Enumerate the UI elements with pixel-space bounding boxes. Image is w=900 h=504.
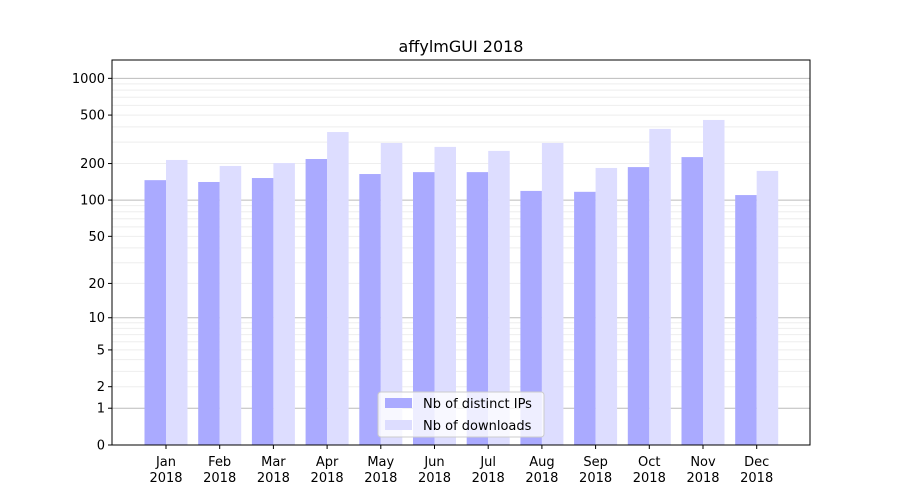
y-tick-label: 1	[97, 402, 105, 417]
bar-ips	[413, 172, 435, 445]
x-tick-label: Jul	[479, 455, 496, 470]
y-tick-label: 200	[80, 157, 105, 172]
x-tick-label: Feb	[208, 455, 231, 470]
bar-ips	[251, 178, 274, 445]
x-tick-label: Oct	[638, 455, 660, 470]
y-tick-label: 500	[80, 109, 105, 124]
x-axis: Jan2018Feb2018Mar2018Apr2018May2018Jun20…	[149, 445, 773, 486]
x-tick-label: 2018	[579, 471, 612, 486]
bar-downloads	[756, 170, 779, 445]
x-tick-label: 2018	[149, 471, 182, 486]
bar-ips	[681, 157, 703, 446]
x-tick-label: 2018	[203, 471, 236, 486]
x-tick-label: 2018	[472, 471, 505, 486]
bar-downloads	[219, 165, 242, 445]
x-tick-label: 2018	[257, 471, 290, 486]
x-tick-label: Nov	[690, 455, 716, 470]
legend-box	[377, 391, 545, 438]
y-tick-label: 0	[97, 439, 105, 454]
bar-ips	[305, 158, 328, 445]
bar-downloads	[649, 128, 671, 445]
bar-downloads	[488, 150, 510, 446]
bars	[144, 119, 779, 446]
x-tick-label: 2018	[311, 471, 344, 486]
y-tick-label: 1000	[72, 72, 105, 87]
x-tick-label: Mar	[261, 455, 286, 470]
bar-downloads	[703, 119, 725, 445]
x-tick-label: Jan	[155, 455, 176, 470]
legend: Nb of distinct IPs Nb of downloads	[377, 391, 545, 438]
y-tick-label: 50	[88, 230, 105, 245]
bar-downloads	[541, 143, 564, 445]
legend-swatch-downloads	[385, 420, 412, 430]
legend-label-downloads: Nb of downloads	[423, 419, 532, 434]
x-tick-label: 2018	[633, 471, 666, 486]
y-axis: 0 1 2 5 10 20 50 100 200 500 1000	[72, 72, 112, 454]
bar-ips	[520, 190, 542, 445]
x-tick-label: Dec	[744, 455, 769, 470]
bar-ips	[144, 180, 166, 446]
x-tick-label: May	[367, 455, 394, 470]
y-tick-label: 5	[97, 343, 105, 358]
bar-ips	[627, 167, 650, 446]
bar-downloads	[595, 167, 618, 446]
bar-downloads	[166, 159, 188, 445]
bar-ips	[359, 174, 381, 445]
bar-downloads	[327, 132, 349, 445]
y-tick-label: 2	[97, 380, 105, 395]
x-tick-label: 2018	[525, 471, 558, 486]
x-tick-label: Sep	[583, 455, 608, 470]
bar-ips	[735, 195, 757, 445]
legend-swatch-ips	[385, 398, 412, 408]
bar-downloads	[380, 143, 403, 445]
x-tick-label: 2018	[686, 471, 719, 486]
bar-ips	[466, 172, 489, 445]
legend-label-ips: Nb of distinct IPs	[423, 397, 532, 412]
bar-downloads	[434, 146, 456, 445]
x-tick-label: 2018	[364, 471, 397, 486]
bar-ips	[574, 191, 596, 445]
x-tick-label: 2018	[418, 471, 451, 486]
x-tick-label: Aug	[529, 455, 554, 470]
bar-downloads	[273, 163, 295, 445]
y-tick-label: 100	[80, 194, 105, 209]
chart-title: affylmGUI 2018	[399, 37, 524, 56]
axes-frame	[111, 59, 811, 446]
x-tick-label: 2018	[740, 471, 773, 486]
bar-ips	[198, 181, 220, 446]
y-tick-label: 20	[88, 277, 105, 292]
x-tick-label: Apr	[316, 455, 339, 470]
x-tick-label: Jun	[423, 455, 444, 470]
y-tick-label: 10	[88, 311, 105, 326]
